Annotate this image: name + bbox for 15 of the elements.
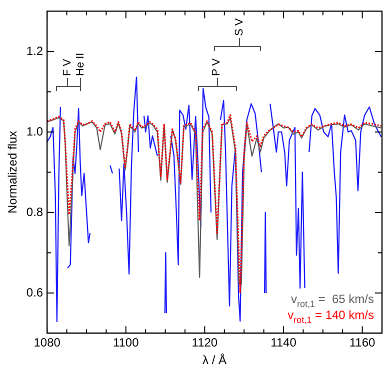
x-tick-label: 1100 xyxy=(112,336,140,350)
annotation: He II xyxy=(74,53,86,76)
y-tick-label: 0.8 xyxy=(26,204,44,219)
x-tick-label: 1120 xyxy=(192,336,218,350)
x-axis-title: λ / Å xyxy=(202,353,227,368)
x-tick-label: 1140 xyxy=(270,336,297,350)
annotation: S V xyxy=(233,18,246,36)
y-tick-label: 0.6 xyxy=(26,285,44,300)
y-axis-title: Normalized flux xyxy=(6,130,20,214)
y-tick-label: 1.2 xyxy=(26,44,44,58)
annotation: P V xyxy=(210,58,223,76)
x-tick-label: 1080 xyxy=(34,336,61,350)
x-tick-label: 1160 xyxy=(349,336,376,350)
y-tick-label: 1.0 xyxy=(26,124,44,138)
annotation: F V xyxy=(61,59,74,76)
